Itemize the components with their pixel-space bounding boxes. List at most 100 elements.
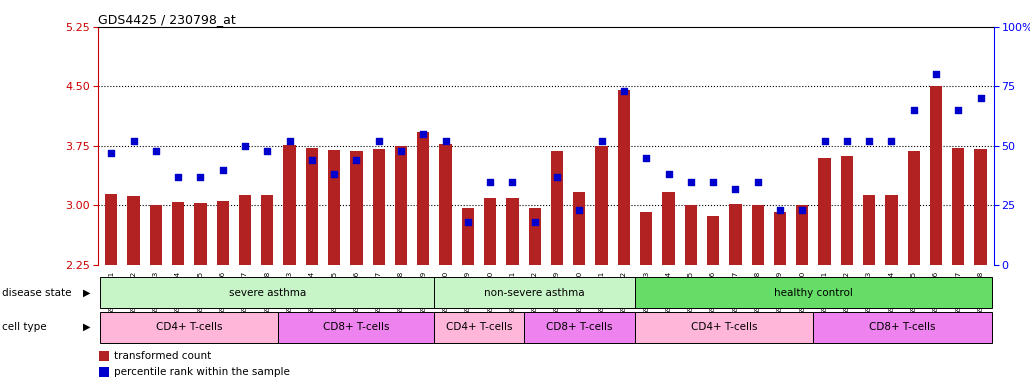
Bar bbox=[974, 149, 987, 265]
Bar bbox=[99, 367, 109, 377]
Point bbox=[638, 155, 654, 161]
Bar bbox=[819, 158, 830, 265]
Point bbox=[526, 219, 543, 225]
Point bbox=[727, 186, 744, 192]
Text: healthy control: healthy control bbox=[774, 288, 853, 298]
Bar bbox=[394, 146, 407, 265]
Text: CD4+ T-cells: CD4+ T-cells bbox=[691, 322, 757, 333]
Point bbox=[660, 171, 677, 177]
Point bbox=[549, 174, 565, 180]
Point bbox=[683, 179, 699, 185]
Point bbox=[214, 167, 231, 173]
Text: ▶: ▶ bbox=[83, 288, 91, 298]
Text: ▶: ▶ bbox=[83, 322, 91, 332]
Point bbox=[482, 179, 499, 185]
Bar bbox=[814, 312, 992, 343]
Point bbox=[237, 143, 253, 149]
Point bbox=[325, 171, 342, 177]
Bar bbox=[636, 312, 814, 343]
Bar bbox=[930, 86, 942, 265]
Point bbox=[147, 147, 164, 154]
Point bbox=[259, 147, 275, 154]
Point bbox=[459, 219, 476, 225]
Point bbox=[593, 138, 610, 144]
Bar bbox=[840, 156, 853, 265]
Bar bbox=[551, 151, 563, 265]
Text: GDS4425 / 230798_at: GDS4425 / 230798_at bbox=[98, 13, 236, 26]
Point bbox=[505, 179, 521, 185]
Text: non-severe asthma: non-severe asthma bbox=[484, 288, 585, 298]
Point bbox=[616, 88, 632, 94]
Point bbox=[750, 179, 766, 185]
Bar bbox=[952, 148, 964, 265]
Bar bbox=[350, 151, 363, 265]
Bar bbox=[172, 202, 184, 265]
Bar bbox=[149, 205, 162, 265]
Bar bbox=[640, 212, 652, 265]
Point bbox=[571, 207, 587, 213]
Text: disease state: disease state bbox=[2, 288, 71, 298]
Bar bbox=[685, 205, 697, 265]
Bar bbox=[435, 312, 523, 343]
Bar bbox=[707, 216, 719, 265]
Bar bbox=[435, 277, 636, 308]
Bar bbox=[574, 192, 585, 265]
Point bbox=[817, 138, 833, 144]
Bar bbox=[100, 312, 278, 343]
Point bbox=[928, 71, 945, 78]
Point bbox=[838, 138, 855, 144]
Point bbox=[348, 157, 365, 163]
Point bbox=[771, 207, 788, 213]
Bar bbox=[328, 150, 340, 265]
Bar bbox=[262, 195, 273, 265]
Bar bbox=[278, 312, 435, 343]
Point bbox=[950, 107, 966, 113]
Text: cell type: cell type bbox=[2, 322, 46, 332]
Bar bbox=[440, 144, 452, 265]
Bar bbox=[863, 195, 876, 265]
Bar bbox=[523, 312, 636, 343]
Bar bbox=[105, 194, 117, 265]
Text: transformed count: transformed count bbox=[114, 351, 211, 361]
Point bbox=[972, 95, 989, 101]
Point bbox=[415, 131, 432, 137]
Text: CD8+ T-cells: CD8+ T-cells bbox=[546, 322, 613, 333]
Point bbox=[170, 174, 186, 180]
Point bbox=[281, 138, 298, 144]
Point bbox=[392, 147, 409, 154]
Point bbox=[883, 138, 899, 144]
Bar bbox=[729, 204, 742, 265]
Point bbox=[193, 174, 209, 180]
Bar bbox=[907, 151, 920, 265]
Bar bbox=[662, 192, 675, 265]
Bar bbox=[618, 90, 630, 265]
Bar bbox=[306, 147, 318, 265]
Point bbox=[705, 179, 721, 185]
Text: CD8+ T-cells: CD8+ T-cells bbox=[323, 322, 389, 333]
Bar bbox=[885, 195, 897, 265]
Text: percentile rank within the sample: percentile rank within the sample bbox=[114, 367, 290, 377]
Bar bbox=[417, 132, 430, 265]
Bar bbox=[636, 277, 992, 308]
Point bbox=[126, 138, 142, 144]
Bar bbox=[239, 195, 251, 265]
Text: severe asthma: severe asthma bbox=[229, 288, 306, 298]
Point bbox=[438, 138, 454, 144]
Bar bbox=[128, 196, 140, 265]
Text: CD4+ T-cells: CD4+ T-cells bbox=[156, 322, 222, 333]
Point bbox=[905, 107, 922, 113]
Bar bbox=[216, 202, 229, 265]
Point bbox=[861, 138, 878, 144]
Point bbox=[371, 138, 387, 144]
Text: CD4+ T-cells: CD4+ T-cells bbox=[446, 322, 512, 333]
Bar bbox=[373, 149, 385, 265]
Bar bbox=[595, 146, 608, 265]
Text: CD8+ T-cells: CD8+ T-cells bbox=[869, 322, 936, 333]
Bar bbox=[752, 205, 764, 265]
Bar bbox=[195, 203, 207, 265]
Bar bbox=[461, 208, 474, 265]
Bar bbox=[528, 208, 541, 265]
Point bbox=[103, 150, 119, 156]
Point bbox=[304, 157, 320, 163]
Bar bbox=[507, 197, 518, 265]
